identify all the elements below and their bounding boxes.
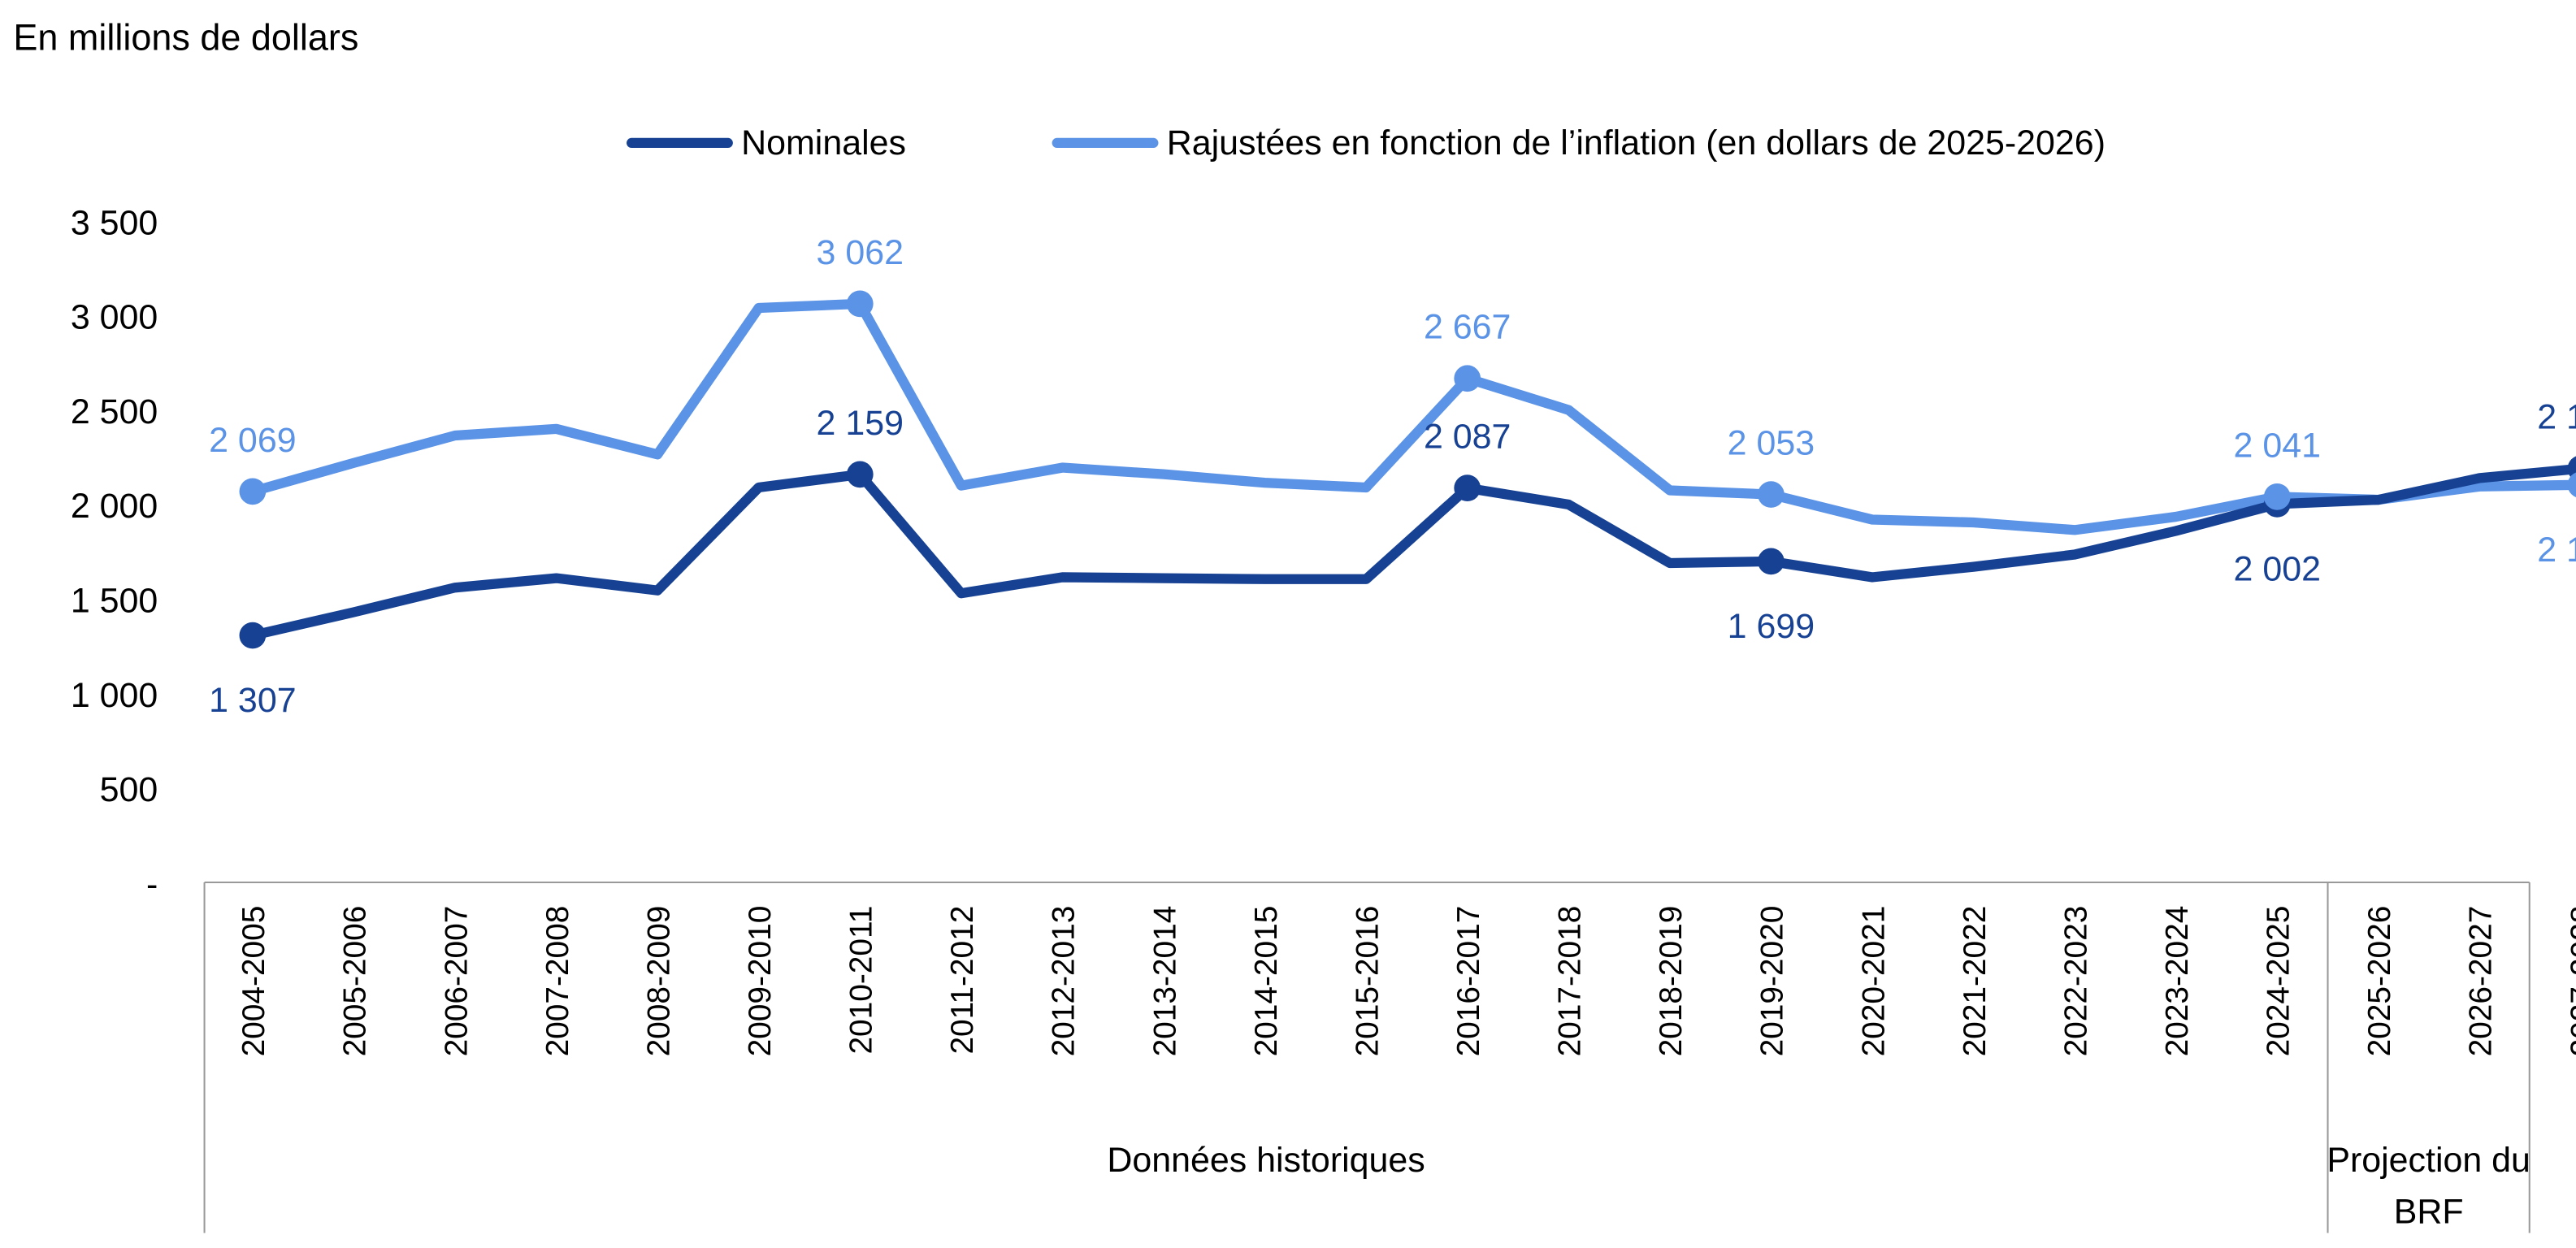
- data-point-marker: [2263, 483, 2291, 510]
- series-line: [251, 464, 2576, 641]
- y-tick-label: 2 500: [71, 392, 158, 431]
- group-label: Projection du: [2327, 1141, 2530, 1180]
- x-tick-label: 2025-2026: [2362, 906, 2397, 1057]
- data-label: 1 699: [1728, 607, 1815, 646]
- legend: Nominales Rajustées en fonction de l’inf…: [627, 124, 2105, 162]
- data-label: 2 002: [2234, 550, 2321, 589]
- data-label: 2 667: [1424, 308, 1511, 347]
- legend-label-nominales: Nominales: [741, 124, 906, 162]
- x-tick-label: 2011-2012: [945, 906, 980, 1055]
- x-tick-label: 2012-2013: [1047, 906, 1082, 1057]
- x-tick-label: 2008-2009: [641, 906, 676, 1057]
- x-axis: 2004-2005 2005-2006 2006-2007 2007-2008 2008…: [203, 881, 2576, 1233]
- data-point-marker: [1454, 474, 1481, 502]
- data-label: 2 159: [817, 404, 904, 443]
- x-tick-label: 2009-2010: [743, 906, 778, 1057]
- data-label: 2 190: [2537, 398, 2576, 437]
- data-point-marker: [239, 622, 267, 649]
- x-tick-label: 2015-2016: [1350, 906, 1385, 1057]
- data-label: 2 053: [1728, 423, 1815, 462]
- x-tick-label: 2014-2015: [1249, 906, 1284, 1057]
- x-tick-label: 2027-2028: [2565, 906, 2576, 1057]
- group-label: BRF: [2394, 1192, 2464, 1231]
- x-tick-label: 2010-2011: [844, 906, 879, 1055]
- group-label: Données historiques: [1107, 1141, 1425, 1180]
- x-tick-label: 2017-2018: [1553, 906, 1588, 1057]
- x-tick-label: 2013-2014: [1147, 906, 1182, 1057]
- y-axis: - 500 1 000 1 500 2 000 2 500 3 000 3 500: [71, 203, 158, 904]
- data-point-marker: [1758, 481, 1785, 508]
- data-point-marker: [1758, 548, 1785, 575]
- series-line: [251, 298, 2576, 535]
- y-tick-label: -: [146, 864, 158, 904]
- y-tick-label: 1 000: [71, 676, 158, 715]
- x-tick-label: 2004-2005: [236, 906, 271, 1057]
- y-tick-label: 2 000: [71, 487, 158, 526]
- y-tick-label: 1 500: [71, 582, 158, 621]
- series-lines: 1 307 2 159 2 087 1 699 2 002 2 190 2 069 3 062…: [209, 233, 2576, 720]
- data-point-marker: [846, 290, 874, 318]
- data-point-marker: [1454, 365, 1481, 392]
- y-axis-title: En millions de dollars: [13, 16, 358, 58]
- y-tick-label: 3 000: [71, 298, 158, 337]
- x-tick-label: 2021-2022: [1958, 906, 1993, 1057]
- data-label: 2 069: [209, 421, 296, 460]
- y-tick-label: 3 500: [71, 203, 158, 242]
- x-tick-label: 2019-2020: [1755, 906, 1790, 1057]
- x-tick-label: 2018-2019: [1654, 906, 1689, 1057]
- x-tick-label: 2020-2021: [1856, 906, 1891, 1057]
- data-label: 3 062: [817, 233, 904, 272]
- data-point-marker: [846, 461, 874, 488]
- data-label: 2 104: [2537, 531, 2576, 570]
- data-label: 2 041: [2234, 426, 2321, 465]
- x-tick-label: 2006-2007: [439, 906, 474, 1057]
- x-tick-label: 2023-2024: [2160, 906, 2195, 1057]
- data-label: 2 087: [1424, 418, 1511, 457]
- x-tick-label: 2024-2025: [2262, 906, 2296, 1057]
- x-tick-label: 2005-2006: [338, 906, 373, 1057]
- x-tick-label: 2026-2027: [2464, 906, 2499, 1057]
- x-tick-label: 2016-2017: [1451, 906, 1486, 1057]
- x-tick-label: 2007-2008: [540, 906, 575, 1057]
- data-point-marker: [2567, 472, 2576, 497]
- y-tick-label: 500: [100, 770, 158, 809]
- x-tick-label: 2022-2023: [2058, 906, 2093, 1057]
- legend-label-rajustees: Rajustées en fonction de l’inflation (en…: [1167, 124, 2105, 162]
- data-label: 1 307: [209, 681, 296, 720]
- data-point-marker: [239, 478, 267, 505]
